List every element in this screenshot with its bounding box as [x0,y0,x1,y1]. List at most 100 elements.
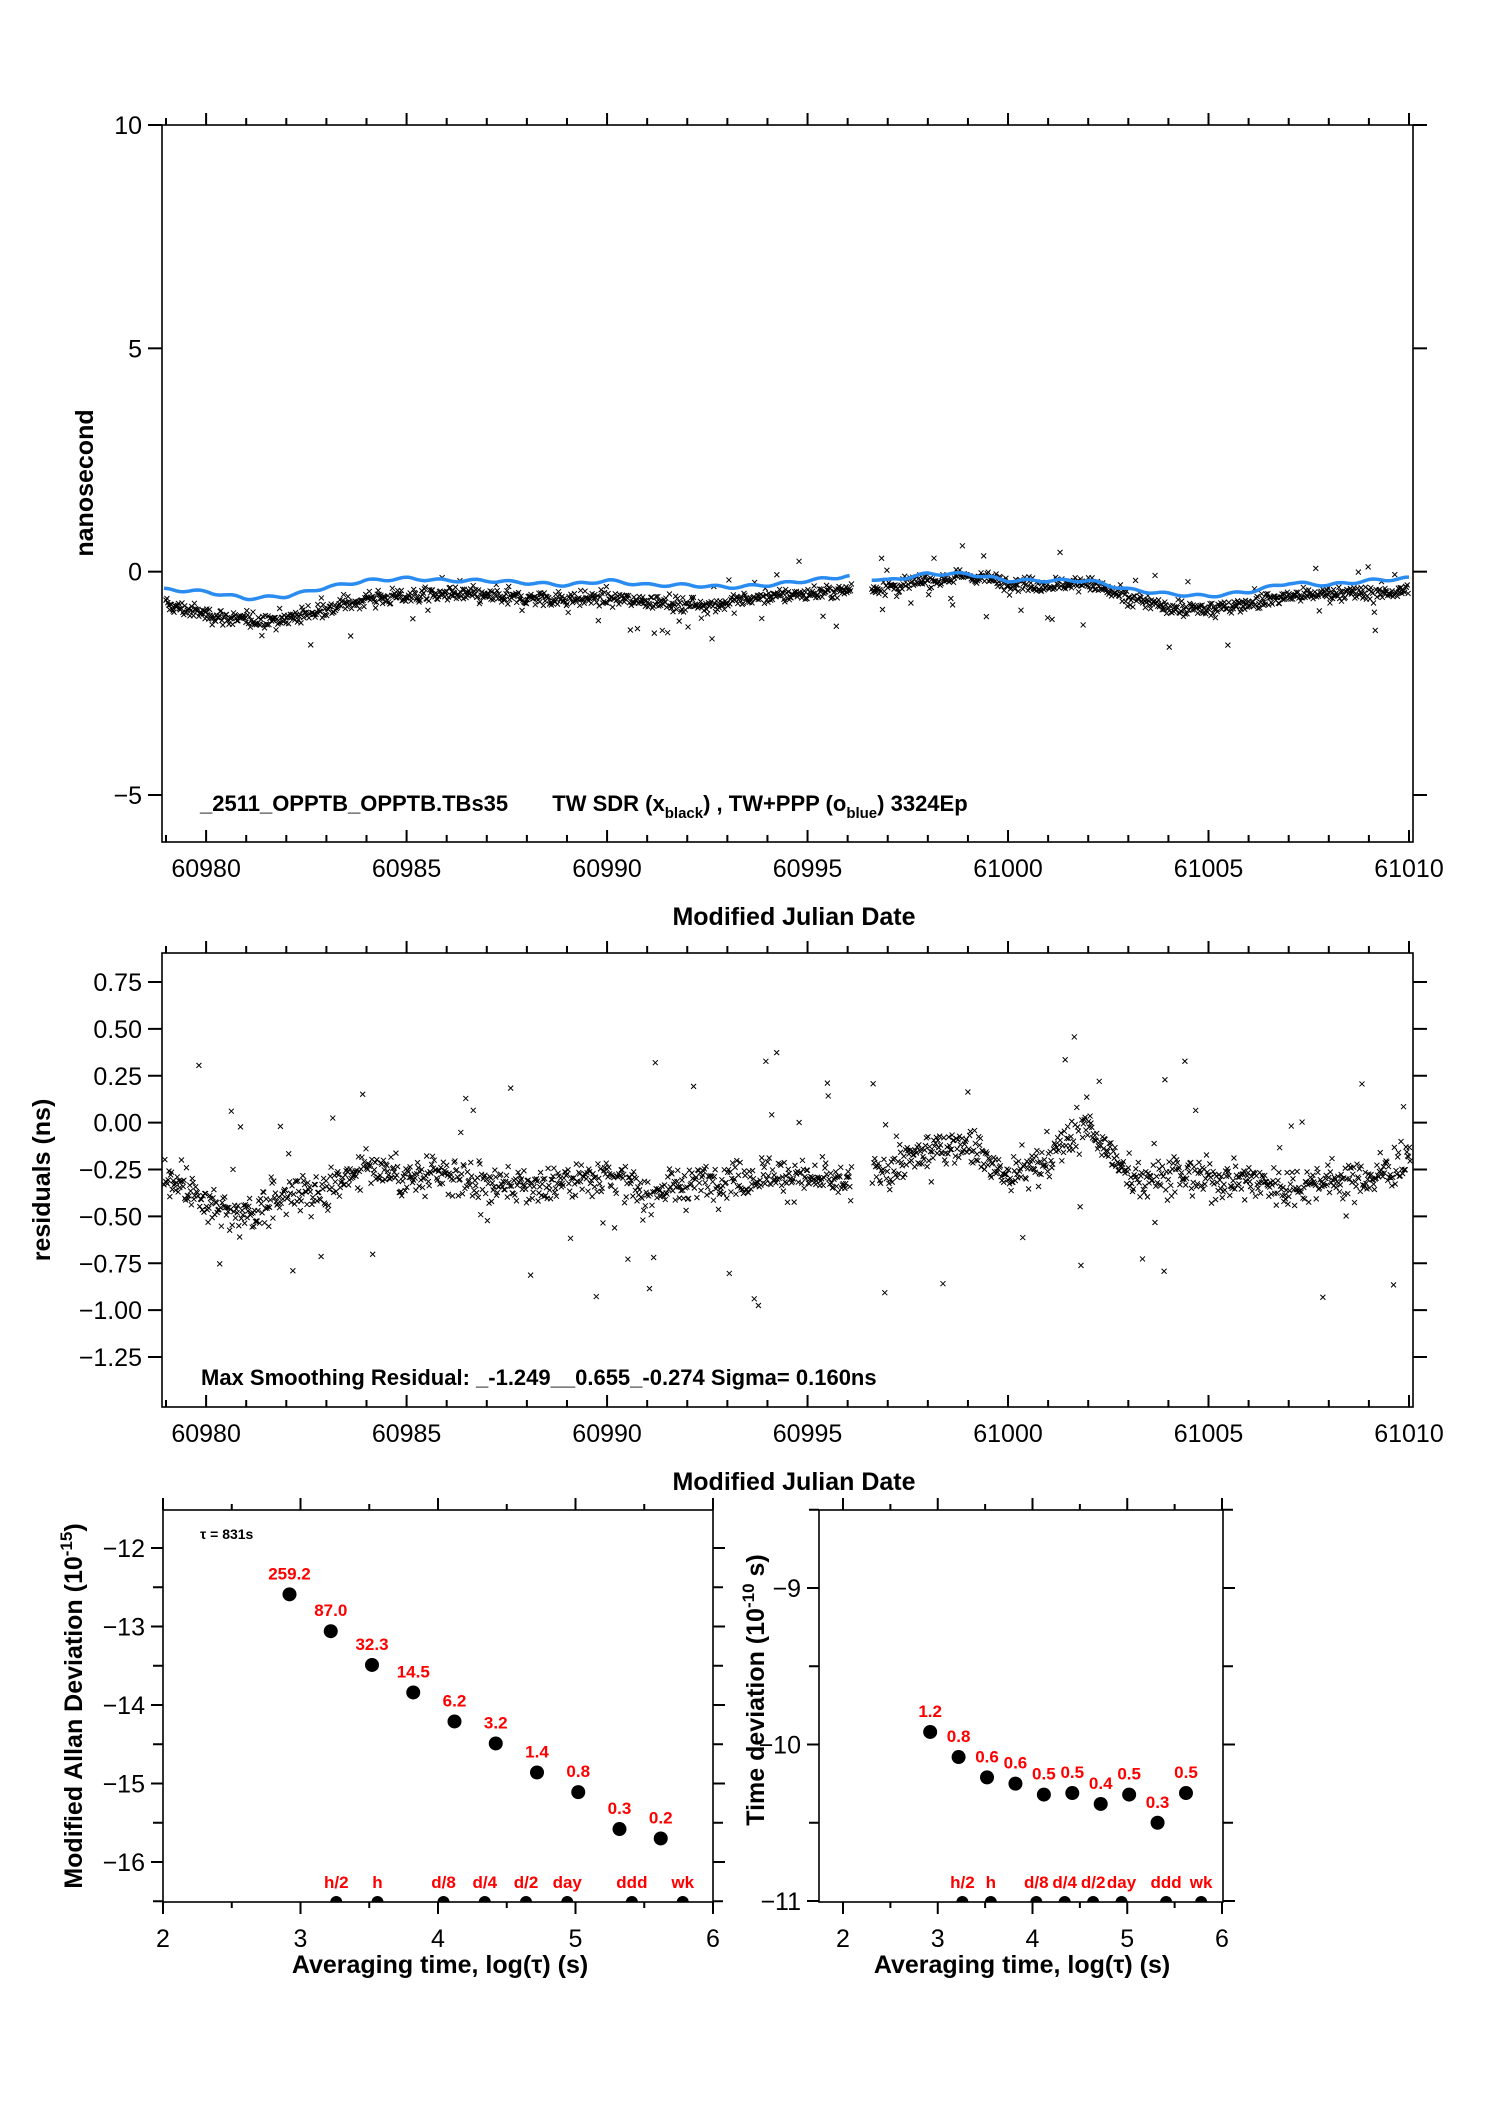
residual-point [309,1201,315,1208]
residual-point [577,1178,584,1185]
residuals-x-tick-label: 61000 [973,1420,1043,1448]
tw-sdr-point [1386,592,1393,598]
residual-point [784,1199,791,1206]
residual-point [763,1176,770,1183]
residual-point [733,1157,740,1164]
residual-point [1153,1173,1160,1180]
time-series-title: _2511_OPPTB_OPPTB.TBs35 TW SDR (xblack) … [199,791,968,822]
residual-point [325,1202,332,1209]
residual-point [318,1253,324,1260]
residual-point [253,1218,260,1224]
residual-point [194,1189,201,1196]
residuals-y-tick-label: −0.50 [79,1203,142,1231]
residuals-ticks: 60980 60985 60990 60995 61000 61005 61010 0.75 0… [79,941,1444,1448]
residual-point [1011,1167,1018,1174]
residual-point [452,1158,458,1164]
tdev-reference-marker [1030,1896,1043,1902]
residual-point [1093,1130,1100,1137]
residual-point [457,1129,464,1136]
residual-point [1320,1294,1326,1301]
residual-point [683,1207,689,1214]
tw-sdr-point [597,594,604,600]
residual-point [593,1293,600,1300]
residual-point [916,1161,923,1167]
residual-point [908,1157,915,1164]
residual-point [747,1174,753,1180]
residual-point [272,1190,279,1196]
residual-point [546,1182,552,1189]
tw-sdr-point [1064,582,1071,589]
residual-point [1399,1170,1406,1177]
residual-point [1290,1175,1296,1182]
residual-point [918,1146,925,1152]
residual-point [1157,1182,1164,1189]
residuals-data [161,1034,1414,1309]
residual-point [804,1167,811,1174]
residuals-x-tick-label: 60985 [372,1420,442,1448]
mdev-point-label: 259.2 [268,1564,311,1583]
time-series-ticks: 60980 60985 60990 60995 61000 61005 61010 10 5 0 −… [113,112,1443,883]
residual-point [669,1170,675,1177]
residual-point [1339,1175,1345,1182]
tw-sdr-point [829,594,836,601]
residual-point [1310,1172,1316,1179]
mdev-point-label: 32.3 [355,1635,388,1654]
residual-point [967,1128,974,1135]
residual-point [1141,1189,1147,1196]
residual-point [1056,1142,1063,1148]
tw-sdr-point [1147,605,1154,612]
tw-sdr-point [1132,577,1139,584]
residual-point [1162,1076,1168,1083]
residual-point [773,1180,779,1186]
residual-point [335,1172,342,1178]
residual-point [531,1183,537,1190]
residual-point [690,1083,697,1090]
residual-point [648,1211,655,1218]
residual-point [891,1168,897,1174]
tw-sdr-point [958,574,965,580]
residual-point [1071,1034,1078,1040]
residual-point [1001,1171,1008,1178]
residual-point [824,1080,831,1086]
residual-point [837,1164,844,1171]
mdev-ylabel-end: ) [60,1523,88,1531]
tdev-x-tick-label: 2 [836,1925,850,1953]
residual-point [900,1174,906,1181]
tw-sdr-point [421,586,428,592]
residual-point [901,1153,907,1160]
tw-sdr-point [364,595,371,602]
tw-sdr-point [821,589,828,595]
tw-sdr-point [1357,589,1364,596]
residual-point [229,1222,236,1228]
residual-point [367,1161,374,1168]
tw-sdr-point [726,577,732,583]
residual-point [1087,1113,1093,1119]
residual-point [707,1172,714,1179]
residual-point [1194,1180,1201,1187]
mdev-reference-label: wk [670,1873,694,1892]
residual-point [202,1190,209,1197]
tdev-reference-label: h [986,1873,996,1892]
tdev-point-label: 0.5 [1174,1763,1198,1782]
residual-point [497,1171,504,1178]
residual-point [506,1183,513,1189]
residual-point [1126,1150,1133,1156]
residual-point [507,1085,514,1091]
residual-point [569,1194,576,1200]
residual-point [1325,1162,1331,1168]
residual-point [975,1157,981,1164]
tw-sdr-point [565,609,572,616]
residual-point [299,1191,305,1197]
residual-point [1238,1186,1245,1192]
residual-point [307,1188,314,1195]
residual-point [1385,1163,1392,1170]
time-series-xlabel: Modified Julian Date [672,903,915,931]
mdev-point [612,1822,627,1837]
residual-point [520,1182,526,1188]
residual-point [1191,1167,1198,1174]
residual-point [639,1195,645,1202]
tw-sdr-point [219,617,225,624]
residual-point [297,1207,304,1214]
residual-point [308,1213,315,1220]
residual-point [312,1181,319,1188]
